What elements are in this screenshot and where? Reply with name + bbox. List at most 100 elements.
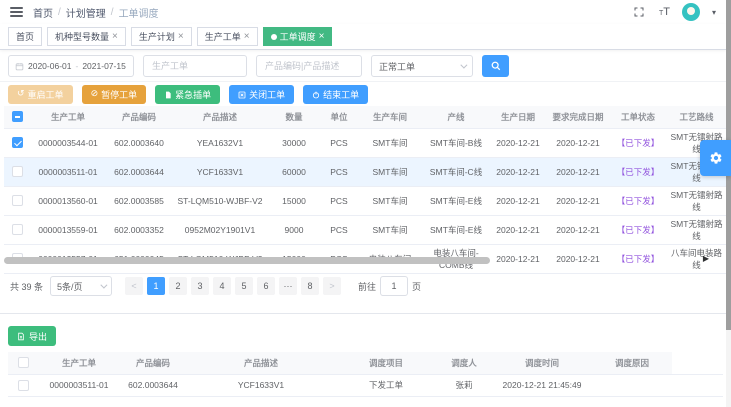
row-checkbox[interactable] xyxy=(11,166,23,177)
goto-label: 前往 xyxy=(358,281,377,292)
export-button[interactable]: 导出 xyxy=(8,326,57,346)
breadcrumb-current: 工单调度 xyxy=(118,8,159,20)
page-button-6[interactable]: 6 xyxy=(257,277,276,295)
col-product-code: 产品编码 xyxy=(120,352,186,375)
select-all-checkbox[interactable] xyxy=(17,357,29,369)
close-icon[interactable]: × xyxy=(243,30,250,42)
table-header-row: 生产工单 产品编码 产品描述 数量 单位 生产车间 产线 生产日期 要求完成日期… xyxy=(4,106,727,129)
pause-work-order-button[interactable]: ⊘ 暂停工单 xyxy=(81,85,147,104)
table-row[interactable]: 0000013560-01 602.0003585 ST-LQM510-WJBF… xyxy=(4,186,727,216)
page-button-2[interactable]: 2 xyxy=(169,277,188,295)
avatar[interactable] xyxy=(681,3,700,21)
file-icon xyxy=(166,91,171,98)
tab-home[interactable]: 首页 xyxy=(8,27,43,46)
col-work-order: 生产工单 xyxy=(30,106,106,129)
chevron-down-icon xyxy=(100,281,108,289)
restart-icon: ↺ xyxy=(17,89,25,99)
page-ellipsis-button[interactable]: ··· xyxy=(279,277,298,295)
prev-page-button[interactable]: < xyxy=(125,277,144,295)
breadcrumb-separator: / xyxy=(110,6,114,18)
col-schedule-time: 调度时间 xyxy=(492,352,592,375)
next-page-button[interactable]: > xyxy=(323,277,342,295)
row-checkbox[interactable] xyxy=(17,379,29,391)
font-size-icon[interactable]: TT xyxy=(658,6,670,18)
finish-work-order-button[interactable]: 结束工单 xyxy=(303,85,369,104)
col-work-order: 生产工单 xyxy=(38,352,120,375)
select-all-checkbox[interactable] xyxy=(11,111,23,123)
settings-fab[interactable] xyxy=(700,140,731,176)
col-filler xyxy=(672,352,723,375)
section-divider xyxy=(0,313,726,314)
row-checkbox[interactable] xyxy=(11,224,23,235)
status-badge: 【已下发】 xyxy=(610,128,666,158)
restart-work-order-button[interactable]: ↺ 重启工单 xyxy=(8,85,73,104)
date-range-picker[interactable]: 2020-06-01 - 2021-07-15 xyxy=(8,55,134,77)
schedule-history-table: 生产工单 产品编码 产品描述 调度项目 调度人 调度时间 调度原因 000000… xyxy=(8,352,723,397)
col-process-route: 工艺路线 xyxy=(666,106,727,129)
chevron-down-icon xyxy=(460,61,468,69)
col-unit: 单位 xyxy=(320,106,358,129)
table-row[interactable]: 0000013559-01 602.0003352 0952M02Y1901V1… xyxy=(4,215,727,245)
breadcrumb: 首页 / 计划管理 / 工单调度 xyxy=(33,5,159,20)
pause-icon: ⊘ xyxy=(90,89,99,99)
table-row[interactable]: 0000003511-01 602.0003644 YCF1633V1 下发工单… xyxy=(8,374,723,397)
chevron-down-icon[interactable]: ▾ xyxy=(711,7,716,17)
breadcrumb-plan-management[interactable]: 计划管理 xyxy=(65,8,106,20)
page-button-5[interactable]: 5 xyxy=(235,277,254,295)
tab-model-quantity[interactable]: 机种型号数量 × xyxy=(47,27,126,46)
sidebar-toggle-icon[interactable] xyxy=(10,7,23,17)
breadcrumb-separator: / xyxy=(58,6,61,18)
work-order-table: 生产工单 产品编码 产品描述 数量 单位 生产车间 产线 生产日期 要求完成日期… xyxy=(4,106,727,274)
status-badge: 【已下发】 xyxy=(610,215,666,245)
power-icon xyxy=(313,91,320,98)
col-product-desc: 产品描述 xyxy=(172,106,268,129)
tab-work-order-scheduling[interactable]: 工单调度 × xyxy=(262,27,333,46)
page-button-4[interactable]: 4 xyxy=(213,277,232,295)
table-row[interactable]: 0000003544-01 602.0003640 YEA1632V1 3000… xyxy=(4,128,727,158)
page-buttons: < 1 2 3 4 5 6 ··· 8 > xyxy=(125,277,342,295)
order-type-value: 正常工单 xyxy=(379,61,416,72)
goto-suffix: 页 xyxy=(412,281,422,292)
work-order-input[interactable] xyxy=(143,55,247,77)
page-button-1[interactable]: 1 xyxy=(147,277,166,295)
document-icon xyxy=(18,332,24,340)
close-icon[interactable]: × xyxy=(177,30,184,42)
status-badge: 【已下发】 xyxy=(610,186,666,216)
goto-page: 前往 页 xyxy=(358,276,421,296)
order-type-select[interactable]: 正常工单 xyxy=(371,55,473,77)
page-size-select[interactable]: 5条/页 xyxy=(50,276,113,296)
table-row[interactable]: 0000003511-01 602.0003644 YCF1633V1 6000… xyxy=(4,157,727,187)
col-status: 工单状态 xyxy=(610,106,666,129)
tab-production-plan[interactable]: 生产计划 × xyxy=(130,27,192,46)
vertical-scrollbar[interactable] xyxy=(726,0,731,407)
total-count: 共 39 条 xyxy=(10,281,44,292)
col-line: 产线 xyxy=(422,106,490,129)
close-icon[interactable]: × xyxy=(318,30,325,42)
close-work-order-button[interactable]: 关闭工单 xyxy=(229,85,295,104)
product-code-input[interactable] xyxy=(256,55,362,77)
table-header-row: 生产工单 产品编码 产品描述 调度项目 调度人 调度时间 调度原因 xyxy=(8,352,723,375)
goto-page-input[interactable] xyxy=(380,276,409,296)
filter-section: 2020-06-01 - 2021-07-15 正常工单 xyxy=(0,50,726,82)
tags-view-bar: 首页 机种型号数量 × 生产计划 × 生产工单 × 工单调度 × xyxy=(0,24,726,50)
close-icon[interactable]: × xyxy=(112,30,118,42)
row-checkbox[interactable] xyxy=(11,195,23,206)
tab-label: 机种型号数量 xyxy=(55,32,110,42)
col-schedule-item: 调度项目 xyxy=(336,352,436,375)
date-start: 2020-06-01 xyxy=(28,61,72,71)
scroll-right-arrow-icon[interactable]: ▶ xyxy=(702,254,709,263)
breadcrumb-home[interactable]: 首页 xyxy=(33,8,53,20)
search-button[interactable] xyxy=(482,55,509,77)
calendar-icon xyxy=(15,62,24,70)
page-button-3[interactable]: 3 xyxy=(191,277,210,295)
page-button-8[interactable]: 8 xyxy=(301,277,320,295)
urgent-insert-button[interactable]: 紧急插单 xyxy=(155,85,221,104)
tab-production-work-order[interactable]: 生产工单 × xyxy=(196,27,258,46)
col-scheduler: 调度人 xyxy=(436,352,492,375)
horizontal-scrollbar[interactable] xyxy=(4,257,490,264)
col-production-date: 生产日期 xyxy=(490,106,546,129)
fullscreen-icon[interactable] xyxy=(631,4,647,20)
row-checkbox[interactable] xyxy=(11,137,23,148)
date-separator: - xyxy=(75,61,79,71)
col-schedule-reason: 调度原因 xyxy=(592,352,672,375)
